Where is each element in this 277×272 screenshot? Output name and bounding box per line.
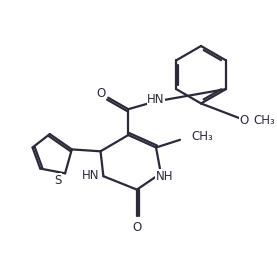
Text: HN: HN — [82, 169, 100, 182]
Text: CH₃: CH₃ — [254, 114, 275, 127]
Text: NH: NH — [156, 170, 173, 183]
Text: HN: HN — [147, 93, 165, 106]
Text: S: S — [54, 174, 61, 187]
Text: O: O — [240, 114, 249, 127]
Text: CH₃: CH₃ — [191, 129, 213, 143]
Text: O: O — [132, 221, 142, 234]
Text: O: O — [96, 87, 105, 100]
